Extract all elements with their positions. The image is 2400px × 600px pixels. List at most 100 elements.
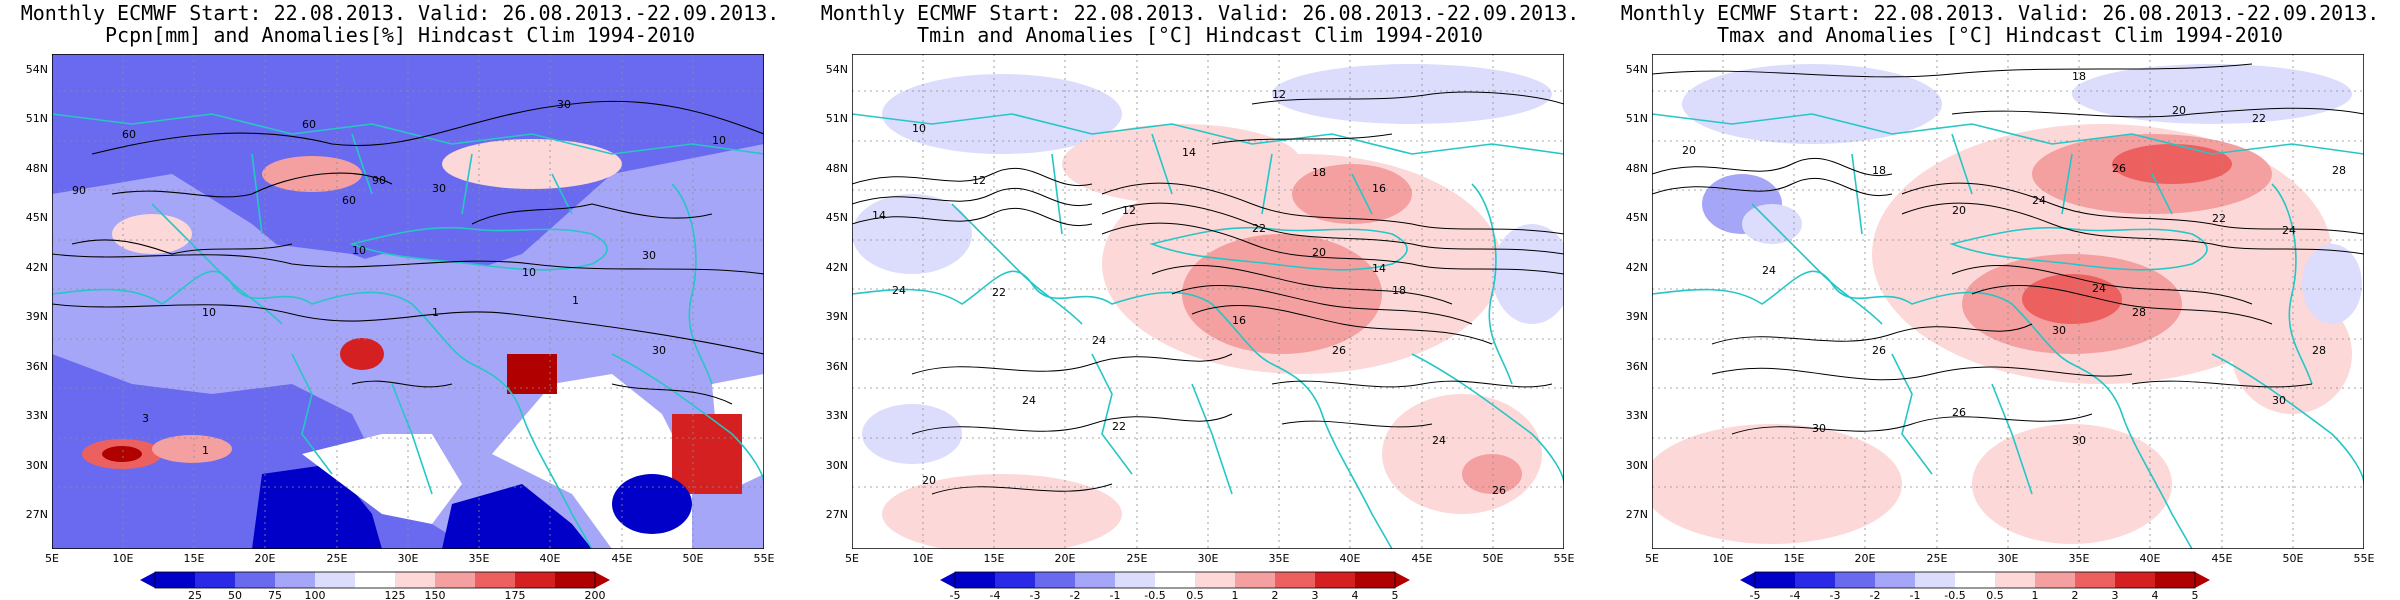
tmax-anomaly-map: 18 22 20 20 18 20 24 26 22 24 28 24 26 2… — [1652, 54, 2364, 549]
svg-text:36N: 36N — [26, 360, 48, 373]
panel-precipitation: Monthly ECMWF Start: 22.08.2013. Valid: … — [0, 0, 800, 600]
svg-text:28: 28 — [2332, 164, 2346, 177]
map-axes: 54N 51N 48N 45N 42N 39N 36N 33N 30N 27N … — [826, 63, 1575, 600]
svg-text:-1: -1 — [1110, 589, 1121, 600]
svg-text:40E: 40E — [540, 552, 561, 565]
svg-text:51N: 51N — [1626, 112, 1648, 125]
svg-text:30: 30 — [2272, 394, 2286, 407]
svg-text:30: 30 — [652, 344, 666, 357]
contour-labels: 30 60 60 90 90 60 30 10 30 10 10 10 1 1 … — [72, 98, 726, 457]
svg-text:16: 16 — [1232, 314, 1246, 327]
svg-text:40E: 40E — [1340, 552, 1361, 565]
svg-text:42N: 42N — [1626, 261, 1648, 274]
svg-text:42N: 42N — [26, 261, 48, 274]
svg-text:5: 5 — [2192, 589, 2199, 600]
svg-text:26: 26 — [1952, 406, 1966, 419]
svg-text:100: 100 — [305, 589, 326, 600]
svg-text:36N: 36N — [1626, 360, 1648, 373]
svg-text:30N: 30N — [26, 459, 48, 472]
svg-text:175: 175 — [505, 589, 526, 600]
svg-text:33N: 33N — [826, 409, 848, 422]
svg-text:24: 24 — [892, 284, 906, 297]
svg-text:50E: 50E — [683, 552, 704, 565]
svg-text:22: 22 — [1252, 222, 1266, 235]
svg-text:75: 75 — [268, 589, 282, 600]
svg-text:20: 20 — [1682, 144, 1696, 157]
svg-text:10: 10 — [522, 266, 536, 279]
svg-text:26: 26 — [2112, 162, 2126, 175]
panel-title-line1: Monthly ECMWF Start: 22.08.2013. Valid: … — [1620, 1, 2380, 25]
svg-text:14: 14 — [1182, 146, 1196, 159]
svg-text:4: 4 — [1352, 589, 1359, 600]
svg-text:3: 3 — [2112, 589, 2119, 600]
svg-text:27N: 27N — [826, 508, 848, 521]
panel-title-line2: Pcpn[mm] and Anomalies[%] Hindcast Clim … — [104, 23, 695, 47]
svg-text:50E: 50E — [2283, 552, 2304, 565]
svg-text:90: 90 — [372, 174, 386, 187]
svg-text:1: 1 — [432, 306, 439, 319]
svg-text:30: 30 — [642, 249, 656, 262]
svg-text:25: 25 — [188, 589, 202, 600]
svg-text:-4: -4 — [1790, 589, 1801, 600]
svg-text:60: 60 — [122, 128, 136, 141]
svg-text:28: 28 — [2132, 306, 2146, 319]
svg-text:24: 24 — [2092, 282, 2106, 295]
colorbar: -5 -4 -3 -2 -1 -0.5 0.5 1 2 3 4 5 — [1740, 571, 2210, 600]
svg-text:24: 24 — [1092, 334, 1106, 347]
map-axes: 54N 51N 48N 45N 42N 39N 36N 33N 30N 27N … — [1626, 63, 2375, 600]
svg-text:30N: 30N — [826, 459, 848, 472]
svg-text:10E: 10E — [1713, 552, 1734, 565]
svg-text:5E: 5E — [1645, 552, 1659, 565]
svg-text:3: 3 — [142, 412, 149, 425]
svg-text:0.5: 0.5 — [1986, 589, 2004, 600]
svg-text:12: 12 — [1272, 88, 1286, 101]
svg-text:30N: 30N — [1626, 459, 1648, 472]
svg-text:60: 60 — [302, 118, 316, 131]
svg-text:45N: 45N — [1626, 211, 1648, 224]
svg-text:26: 26 — [1332, 344, 1346, 357]
svg-text:55E: 55E — [1554, 552, 1575, 565]
svg-text:50E: 50E — [1483, 552, 1504, 565]
svg-text:28: 28 — [2312, 344, 2326, 357]
svg-text:10E: 10E — [913, 552, 934, 565]
svg-text:14: 14 — [1372, 262, 1386, 275]
svg-text:30E: 30E — [1198, 552, 1219, 565]
svg-text:27N: 27N — [1626, 508, 1648, 521]
svg-text:-3: -3 — [1830, 589, 1841, 600]
svg-text:12: 12 — [1122, 204, 1136, 217]
svg-text:39N: 39N — [826, 310, 848, 323]
svg-text:26: 26 — [1492, 484, 1506, 497]
svg-text:4: 4 — [2152, 589, 2159, 600]
panel-tmax: Monthly ECMWF Start: 22.08.2013. Valid: … — [1600, 0, 2400, 600]
svg-text:22: 22 — [992, 286, 1006, 299]
svg-text:-2: -2 — [1870, 589, 1881, 600]
svg-text:14: 14 — [872, 209, 886, 222]
svg-text:10: 10 — [912, 122, 926, 135]
svg-text:150: 150 — [425, 589, 446, 600]
contours — [52, 100, 764, 405]
svg-text:20: 20 — [2172, 104, 2186, 117]
svg-text:42N: 42N — [826, 261, 848, 274]
svg-text:200: 200 — [585, 589, 606, 600]
panel-title-line1: Monthly ECMWF Start: 22.08.2013. Valid: … — [820, 1, 1580, 25]
svg-text:20E: 20E — [255, 552, 276, 565]
grid-lines — [52, 54, 764, 549]
svg-text:24: 24 — [2032, 194, 2046, 207]
svg-text:90: 90 — [72, 184, 86, 197]
svg-text:48N: 48N — [826, 162, 848, 175]
svg-text:18: 18 — [1312, 166, 1326, 179]
panel-title-line2: Tmax and Anomalies [°C] Hindcast Clim 19… — [1717, 23, 2283, 47]
svg-text:10: 10 — [712, 134, 726, 147]
svg-text:20E: 20E — [1055, 552, 1076, 565]
colorbar: 25 50 75 100 125 150 175 200 — [140, 571, 610, 600]
svg-text:15E: 15E — [1784, 552, 1805, 565]
svg-text:5E: 5E — [45, 552, 59, 565]
svg-text:12: 12 — [972, 174, 986, 187]
svg-text:33N: 33N — [1626, 409, 1648, 422]
svg-text:26: 26 — [1872, 344, 1886, 357]
svg-text:30E: 30E — [1998, 552, 2019, 565]
svg-text:55E: 55E — [754, 552, 775, 565]
svg-text:2: 2 — [1272, 589, 1279, 600]
svg-text:55E: 55E — [2354, 552, 2375, 565]
svg-text:3: 3 — [1312, 589, 1319, 600]
